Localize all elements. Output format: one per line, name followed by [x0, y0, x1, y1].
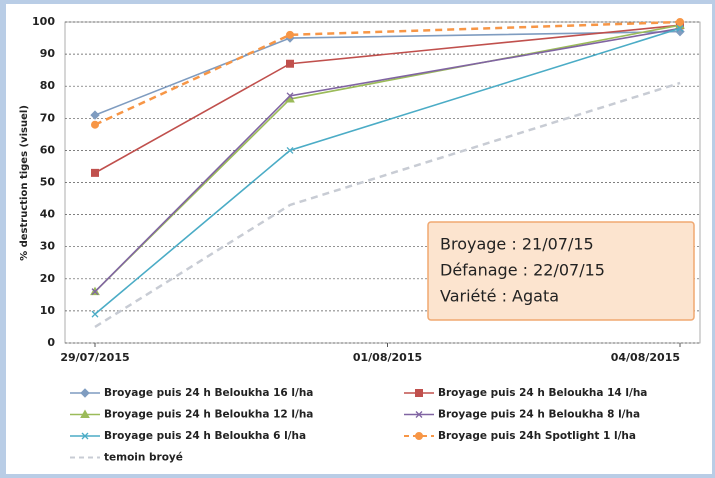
y-tick-label: 100: [32, 15, 55, 28]
annotation-text: Défanage : 22/07/15: [440, 261, 605, 280]
legend-marker: [80, 409, 90, 418]
legend-item: Broyage puis 24h Spotlight 1 l/ha: [404, 430, 636, 442]
legend-item: Broyage puis 24 h Beloukha 6 l/ha: [70, 430, 306, 442]
y-tick-label: 80: [40, 79, 56, 92]
legend-label: Broyage puis 24 h Beloukha 16 l/ha: [104, 387, 313, 399]
series: [91, 18, 684, 129]
legend-marker: [415, 411, 423, 418]
y-tick-label: 20: [40, 272, 56, 285]
y-tick-label: 0: [47, 336, 55, 349]
y-tick-label: 70: [40, 111, 56, 124]
marker: [676, 18, 684, 26]
marker: [286, 146, 294, 154]
y-axis-label: % destruction tiges (visuel): [19, 105, 30, 261]
marker: [91, 288, 99, 296]
marker: [91, 120, 99, 129]
marker: [286, 92, 294, 100]
marker: [286, 30, 294, 39]
legend-item: Broyage puis 24 h Beloukha 14 l/ha: [404, 387, 647, 399]
legend-label: Broyage puis 24 h Beloukha 14 l/ha: [438, 387, 647, 399]
series: [91, 24, 684, 318]
legend-label: Broyage puis 24 h Beloukha 6 l/ha: [104, 430, 306, 442]
series-line: [94, 81, 681, 329]
marker: [91, 310, 99, 318]
legend-item: Broyage puis 24 h Beloukha 8 l/ha: [404, 409, 640, 421]
y-tick-label: 10: [40, 304, 56, 317]
x-tick-label: 01/08/2015: [353, 351, 422, 364]
marker: [90, 110, 100, 120]
legend-item: Broyage puis 24 h Beloukha 12 l/ha: [70, 409, 313, 421]
y-tick-label: 90: [40, 47, 56, 60]
series-line: [94, 20, 681, 126]
series: [94, 81, 681, 329]
legend-marker: [80, 388, 90, 398]
legend-label: Broyage puis 24 h Beloukha 12 l/ha: [104, 409, 313, 421]
legend-marker: [415, 389, 423, 397]
legend-marker: [415, 432, 423, 440]
annotation-box: [427, 221, 695, 321]
legend-label: temoin broyé: [104, 452, 183, 464]
legend-marker: [81, 432, 89, 440]
marker: [91, 168, 99, 177]
legend-item: temoin broyé: [70, 452, 183, 464]
annotation-text: Variété : Agata: [440, 287, 559, 306]
y-tick-label: 40: [40, 208, 56, 221]
legend-label: Broyage puis 24 h Beloukha 8 l/ha: [438, 409, 640, 421]
legend-item: Broyage puis 24 h Beloukha 16 l/ha: [70, 387, 313, 399]
y-tick-label: 60: [40, 143, 56, 156]
y-tick-label: 30: [40, 240, 56, 253]
x-tick-label: 29/07/2015: [60, 351, 129, 364]
legend-label: Broyage puis 24h Spotlight 1 l/ha: [438, 430, 636, 442]
annotation-text: Broyage : 21/07/15: [440, 235, 594, 254]
marker: [676, 24, 684, 32]
x-tick-label: 04/08/2015: [611, 351, 680, 364]
y-tick-label: 50: [40, 176, 56, 189]
marker: [286, 59, 294, 68]
